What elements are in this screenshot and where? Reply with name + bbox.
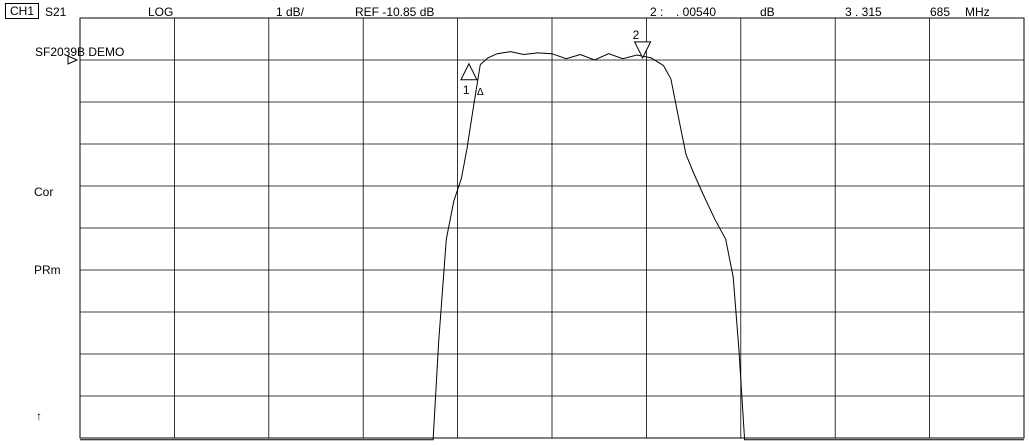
- delta-icon: Δ: [477, 87, 484, 98]
- scale-label[interactable]: 1 dB/: [276, 5, 305, 19]
- marker-triangle-down: [633, 41, 652, 60]
- format-label[interactable]: LOG: [148, 5, 174, 19]
- marker-unit: dB: [760, 5, 775, 19]
- marker-number-label: 2 :: [650, 5, 664, 19]
- reference-label[interactable]: REF -10.85 dB: [355, 5, 435, 19]
- marker-value: . 00540: [676, 5, 717, 19]
- prm-indicator: PRm: [34, 263, 61, 277]
- marker-label: 1: [463, 83, 470, 97]
- chart-title: SF2039B DEMO: [35, 45, 125, 59]
- correction-indicator: Cor: [34, 185, 54, 199]
- scroll-up-icon[interactable]: ↑: [36, 409, 42, 423]
- marker-frequency-major: 3 . 315: [845, 5, 882, 19]
- trace-line: [80, 51, 1024, 441]
- marker-triangle-up: [460, 62, 478, 81]
- marker-label: 2: [633, 28, 640, 42]
- marker-2: 2: [633, 28, 652, 60]
- marker-frequency-unit: MHz: [965, 5, 990, 19]
- reference-level-marker: [67, 55, 79, 65]
- channel-indicator[interactable]: CH1: [5, 3, 39, 19]
- param-label[interactable]: S21: [45, 5, 67, 19]
- marker-frequency-minor: 685: [930, 5, 951, 19]
